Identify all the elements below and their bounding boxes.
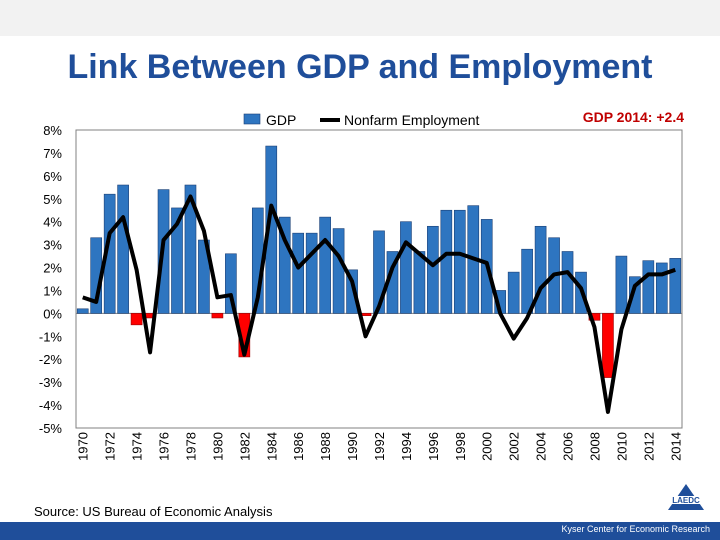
- x-tick-label: 1970: [76, 432, 91, 461]
- x-tick-label: 1994: [399, 432, 414, 461]
- gdp-bar: [602, 313, 614, 378]
- gdp-bar: [629, 276, 641, 314]
- y-tick-label: 5%: [43, 192, 62, 207]
- y-tick-label: -1%: [39, 329, 63, 344]
- gdp-bar: [184, 184, 197, 314]
- gdp-bar: [211, 313, 224, 319]
- x-tick-label: 1978: [183, 432, 198, 461]
- x-tick-label: 1998: [453, 432, 468, 461]
- x-tick-label: 1982: [237, 432, 252, 461]
- gdp-bar: [319, 216, 331, 314]
- legend-employment-label: Nonfarm Employment: [344, 112, 479, 128]
- y-tick-label: 1%: [43, 283, 62, 298]
- y-tick-label: 2%: [43, 261, 62, 276]
- x-tick-label: 1986: [291, 432, 306, 461]
- gdp-2014-annotation: GDP 2014: +2.4: [583, 109, 685, 125]
- gdp-bar: [534, 225, 547, 314]
- top-banner: [0, 0, 720, 36]
- gdp-bar: [278, 216, 291, 314]
- gdp-bar: [413, 251, 426, 314]
- y-tick-label: 4%: [43, 215, 62, 230]
- employment-line: [82, 194, 676, 414]
- y-tick-label: 7%: [43, 146, 62, 161]
- x-tick-label: 1990: [345, 432, 360, 461]
- x-tick-label: 1980: [210, 432, 225, 461]
- gdp-bar: [373, 230, 385, 314]
- gdp-bar: [171, 207, 183, 314]
- gdp-bar: [292, 232, 305, 314]
- gdp-bar: [655, 262, 668, 314]
- gdp-employment-chart: 8% 7% 6% 5% 4% 3% 2% 1% 0% -1% -2% -3% -4% -5% 1970 197…: [39, 109, 685, 461]
- gdp-bar: [669, 258, 682, 314]
- x-tick-label: 2004: [534, 432, 549, 461]
- y-tick-label: -2%: [39, 352, 63, 367]
- x-tick-label: 2008: [587, 432, 602, 461]
- gdp-bar: [561, 251, 574, 314]
- gdp-bar: [305, 232, 318, 314]
- y-tick-label: 6%: [43, 169, 62, 184]
- y-tick-label: 8%: [43, 123, 62, 138]
- legend-gdp-label: GDP: [266, 112, 296, 128]
- x-tick-label: 1988: [318, 432, 333, 461]
- x-tick-label: 2006: [561, 432, 576, 461]
- y-tick-label: 0%: [43, 306, 62, 321]
- gdp-bar: [453, 209, 466, 314]
- x-tick-label: 2012: [641, 432, 656, 461]
- x-tick-label: 1992: [372, 432, 387, 461]
- gdp-bar: [117, 184, 129, 314]
- gdp-bar: [76, 308, 89, 314]
- x-tick-label: 2002: [507, 432, 522, 461]
- legend-gdp-swatch: [243, 113, 261, 125]
- gdp-bar: [427, 225, 439, 314]
- gdp-bar: [440, 209, 453, 314]
- plot-frame: [75, 129, 683, 429]
- gdp-bar: [400, 221, 412, 314]
- gdp-bar: [332, 228, 345, 314]
- source-note: Source: US Bureau of Economic Analysis: [34, 504, 273, 519]
- gdp-bar: [615, 255, 628, 314]
- y-tick-label: -4%: [39, 398, 63, 413]
- x-tick-label: 2000: [480, 432, 495, 461]
- gdp-bar: [521, 248, 533, 314]
- footer-credit: Kyser Center for Economic Research: [561, 524, 710, 534]
- y-tick-label: 3%: [43, 238, 62, 253]
- x-tick-label: 2014: [668, 432, 683, 461]
- gdp-bar: [346, 269, 358, 314]
- x-tick-label: 1972: [103, 432, 118, 461]
- slide-title: Link Between GDP and Employment: [67, 48, 653, 86]
- x-tick-label: 1976: [157, 432, 172, 461]
- y-tick-label: -3%: [39, 375, 63, 390]
- logo-text: LAEDC: [672, 496, 700, 505]
- x-tick-label: 1996: [426, 432, 441, 461]
- x-tick-label: 1984: [264, 432, 279, 461]
- gdp-bar: [225, 253, 237, 314]
- laedc-logo: LAEDC: [664, 484, 708, 510]
- gdp-bar: [642, 260, 655, 314]
- y-tick-label: -5%: [39, 421, 63, 436]
- x-tick-label: 1974: [130, 432, 145, 461]
- gdp-bar: [507, 271, 520, 314]
- footer-bar: Kyser Center for Economic Research: [0, 522, 720, 540]
- x-tick-label: 2010: [614, 432, 629, 461]
- gdp-bar: [130, 313, 143, 326]
